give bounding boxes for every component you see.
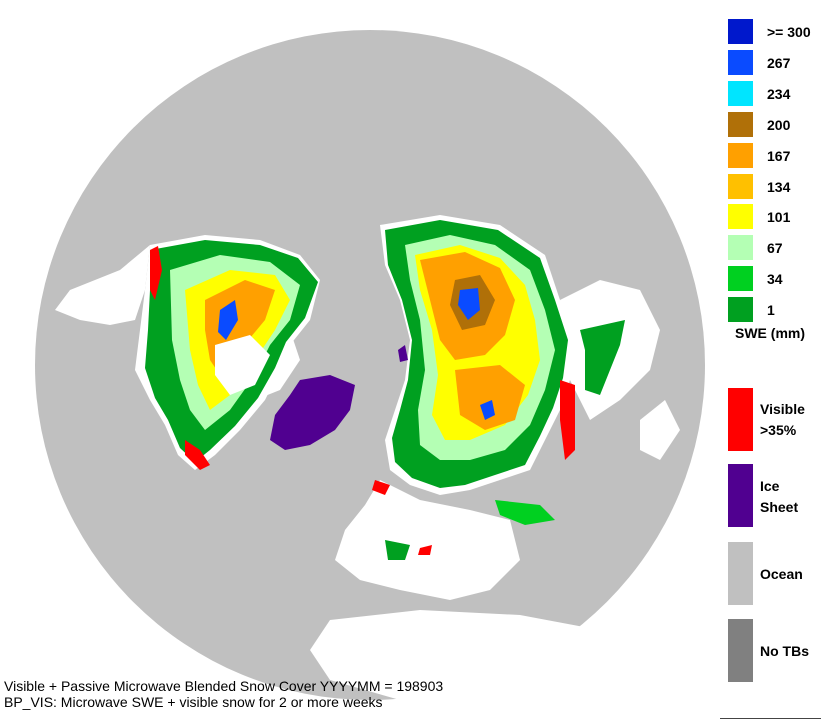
no-tbs-swatch bbox=[728, 619, 753, 682]
swe-legend-label-234: 234 bbox=[767, 86, 791, 102]
ice-small-islands bbox=[398, 345, 408, 362]
visible-snow-swatch bbox=[728, 388, 753, 451]
ice-sheet-label: Ice Sheet bbox=[760, 476, 798, 518]
swe-legend-swatch-167 bbox=[728, 143, 753, 168]
swe-legend-label-267: 267 bbox=[767, 55, 791, 71]
swe-legend-swatch-200 bbox=[728, 112, 753, 137]
swe-legend-swatch-1 bbox=[728, 297, 753, 322]
visible-snow-label-line2: >35% bbox=[760, 422, 797, 438]
swe-legend-swatch-300 bbox=[728, 19, 753, 44]
ocean-label: Ocean bbox=[760, 566, 803, 582]
swe-legend-swatch-67 bbox=[728, 235, 753, 260]
swe-unit-label: SWE (mm) bbox=[735, 325, 805, 341]
swe-legend-swatch-267 bbox=[728, 50, 753, 75]
visible-snow-na-south bbox=[185, 440, 210, 470]
swe-legend-swatch-34 bbox=[728, 266, 753, 291]
ocean-swatch bbox=[728, 542, 753, 605]
snow-asia-patch bbox=[495, 500, 555, 525]
land-hudson-area bbox=[215, 335, 270, 395]
swe-legend-label-67: 67 bbox=[767, 240, 783, 256]
caption-line-2: BP_VIS: Microwave SWE + visible snow for… bbox=[4, 694, 383, 710]
swe-legend-label-1: 1 bbox=[767, 302, 775, 318]
ice-sheet-swatch bbox=[728, 464, 753, 527]
land-europe bbox=[335, 480, 520, 600]
snow-europe-patch bbox=[385, 540, 410, 560]
ice-sheet-label-line2: Sheet bbox=[760, 499, 799, 515]
visible-snow-na-edge bbox=[150, 246, 162, 300]
swe-legend-swatch-234 bbox=[728, 81, 753, 106]
ice-sheet-greenland bbox=[270, 375, 355, 450]
visible-snow-europe bbox=[418, 545, 432, 555]
ice-sheet-label-line1: Ice bbox=[760, 478, 780, 494]
caption-line-1: Visible + Passive Microwave Blended Snow… bbox=[4, 678, 444, 694]
land-alaska bbox=[55, 245, 150, 325]
snow-eu-blue bbox=[458, 288, 480, 320]
snow-cover-map bbox=[35, 30, 705, 700]
swe-legend-label-167: 167 bbox=[767, 148, 791, 164]
ocean-disc bbox=[35, 30, 705, 700]
divider-line bbox=[720, 718, 821, 719]
snow-east-asia-strip bbox=[580, 320, 625, 395]
swe-legend-label-34: 34 bbox=[767, 271, 783, 287]
visible-snow-label: Visible >35% bbox=[760, 399, 805, 441]
swe-legend-label-101: 101 bbox=[767, 209, 791, 225]
swe-legend-label-134: 134 bbox=[767, 179, 791, 195]
land-africa-north bbox=[310, 610, 640, 700]
visible-snow-eu-east bbox=[560, 380, 575, 460]
swe-legend-swatch-101 bbox=[728, 204, 753, 229]
swe-legend-swatch-134 bbox=[728, 174, 753, 199]
visible-snow-eu-south bbox=[372, 480, 390, 495]
visible-snow-label-line1: Visible bbox=[760, 401, 805, 417]
snow-eu-blue-south bbox=[480, 400, 495, 420]
land-japan bbox=[640, 400, 680, 460]
snow-na-blue bbox=[218, 300, 238, 340]
swe-legend-label-200: 200 bbox=[767, 117, 791, 133]
no-tbs-label: No TBs bbox=[760, 643, 809, 659]
swe-legend-label-300: >= 300 bbox=[767, 24, 811, 40]
snow-eu-orange-south bbox=[455, 365, 525, 430]
